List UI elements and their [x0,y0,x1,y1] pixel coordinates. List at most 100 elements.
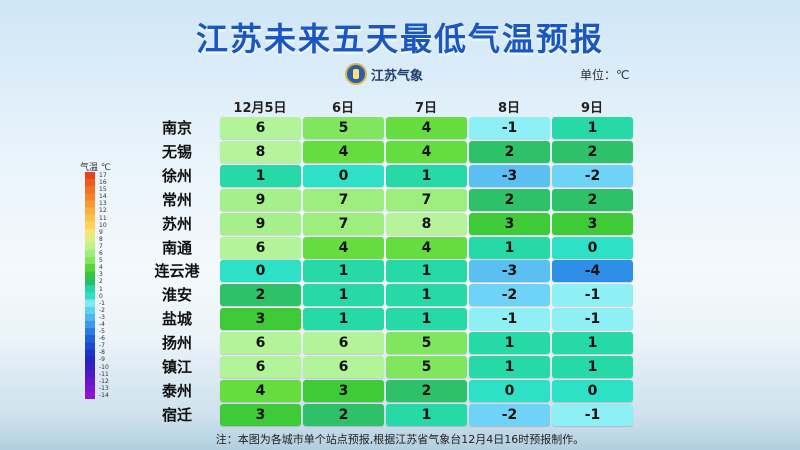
temperature-cell: 6 [220,236,301,259]
day-header: 6日 [331,101,355,116]
temperature-cell: 7 [386,188,467,211]
legend-label: 16 [99,179,107,187]
legend-label: 7 [99,242,103,250]
city-label: 淮安 [161,286,192,305]
legend-label: -6 [99,335,105,343]
temperature-cell: 2 [469,188,550,211]
temperature-cell: 4 [220,379,301,402]
temperature-cell: 7 [303,188,384,211]
city-label: 徐州 [161,166,192,185]
temperature-cell: -1 [552,403,633,426]
city-label: 常州 [161,190,192,209]
footnote: 注：本图为各城市单个站点预报,根据江苏省气象台12月4日16时预报制作。 [215,433,585,446]
temperature-cell: 1 [469,236,550,259]
city-label: 苏州 [161,214,192,233]
city-label: 盐城 [161,310,192,329]
temperature-cell: 1 [303,284,384,307]
temperature-cell: 3 [469,212,550,235]
temperature-cell: -2 [552,164,633,187]
city-label: 连云港 [154,262,200,281]
city-label: 南京 [161,119,192,137]
temperature-cell: -2 [469,403,550,426]
legend-label: -10 [99,363,109,371]
temperature-cell: 2 [552,188,633,211]
temperature-cell: 2 [303,403,384,426]
temperature-cell: 1 [386,284,467,307]
temperature-cell: 6 [220,117,301,139]
temperature-cell: 4 [303,140,384,163]
temperature-cell: 6 [220,332,301,355]
temperature-cell: -3 [469,260,550,283]
temperature-cell: -1 [552,284,633,307]
legend-label: 4 [99,264,103,272]
meteorology-logo-icon [345,63,367,85]
legend-color-bar [85,172,95,399]
legend-label: 8 [99,235,103,243]
temperature-cell: 5 [303,117,384,139]
legend-label: 6 [99,250,103,258]
temperature-cell: -1 [552,308,633,331]
temperature-cell: 2 [469,140,550,163]
temperature-cell: 1 [303,260,384,283]
city-label: 镇江 [161,358,192,376]
temperature-cell: 6 [220,356,301,378]
legend-label: -14 [99,391,109,399]
temperature-cell: 2 [386,379,467,402]
temperature-cell: 3 [552,212,633,235]
city-label: 宿迁 [161,405,192,424]
temperature-cell: 5 [386,332,467,355]
temperature-cell: 1 [220,164,301,187]
temperature-cell: 1 [386,308,467,331]
temperature-cell: -4 [552,260,633,283]
legend-label: 14 [99,193,107,201]
legend-label: -8 [99,349,105,357]
city-label: 南通 [161,238,192,257]
legend-label: -5 [99,328,105,336]
temperature-cell: 0 [552,379,633,402]
temperature-cell: 0 [303,164,384,187]
temperature-cell: 6 [303,332,384,355]
legend-header: 气温 ℃ [80,163,111,173]
day-header: 7日 [414,101,438,116]
legend-label: -3 [99,313,105,321]
temperature-cell: 5 [386,356,467,378]
city-label: 扬州 [161,334,192,353]
temperature-cell: 1 [386,164,467,187]
logo-text: 江苏气象 [371,68,424,84]
temperature-cell: 4 [303,236,384,259]
temperature-cell: 8 [386,212,467,235]
temperature-cell: 8 [220,140,301,163]
temperature-cell: 1 [386,403,467,426]
temperature-cell: 1 [552,332,633,355]
temperature-cell: 1 [469,356,550,378]
legend-label: -4 [99,320,105,328]
legend-label: -11 [99,370,109,378]
legend-label: -7 [99,342,105,350]
legend-label: 17 [99,172,107,179]
temperature-cell: 4 [386,117,467,139]
temperature-cell: 6 [303,356,384,378]
city-label: 泰州 [161,381,192,400]
temperature-cell: 7 [303,212,384,235]
temperature-cell: 2 [552,140,633,163]
legend-label: 11 [99,214,107,222]
legend-label: 1 [99,285,103,293]
temperature-cell: 4 [386,236,467,259]
legend-label: 5 [99,257,103,265]
temperature-cell: -1 [469,308,550,331]
temperature-cell: 1 [552,356,633,378]
chart-title: 江苏未来五天最低气温预报 [195,20,604,58]
temperature-cell: -3 [469,164,550,187]
legend-label: 0 [99,292,103,300]
temperature-cell: 1 [386,260,467,283]
temperature-cell: 9 [220,188,301,211]
day-header: 8日 [497,101,521,116]
legend-label: -9 [99,356,105,364]
unit-label: 单位：℃ [580,68,630,82]
legend-label: -1 [99,299,105,307]
logo: 江苏气象 [345,63,423,85]
temperature-cell: 0 [552,236,633,259]
temperature-cell: 0 [469,379,550,402]
legend-label: 10 [99,221,107,229]
temperature-cell: 0 [220,260,301,283]
